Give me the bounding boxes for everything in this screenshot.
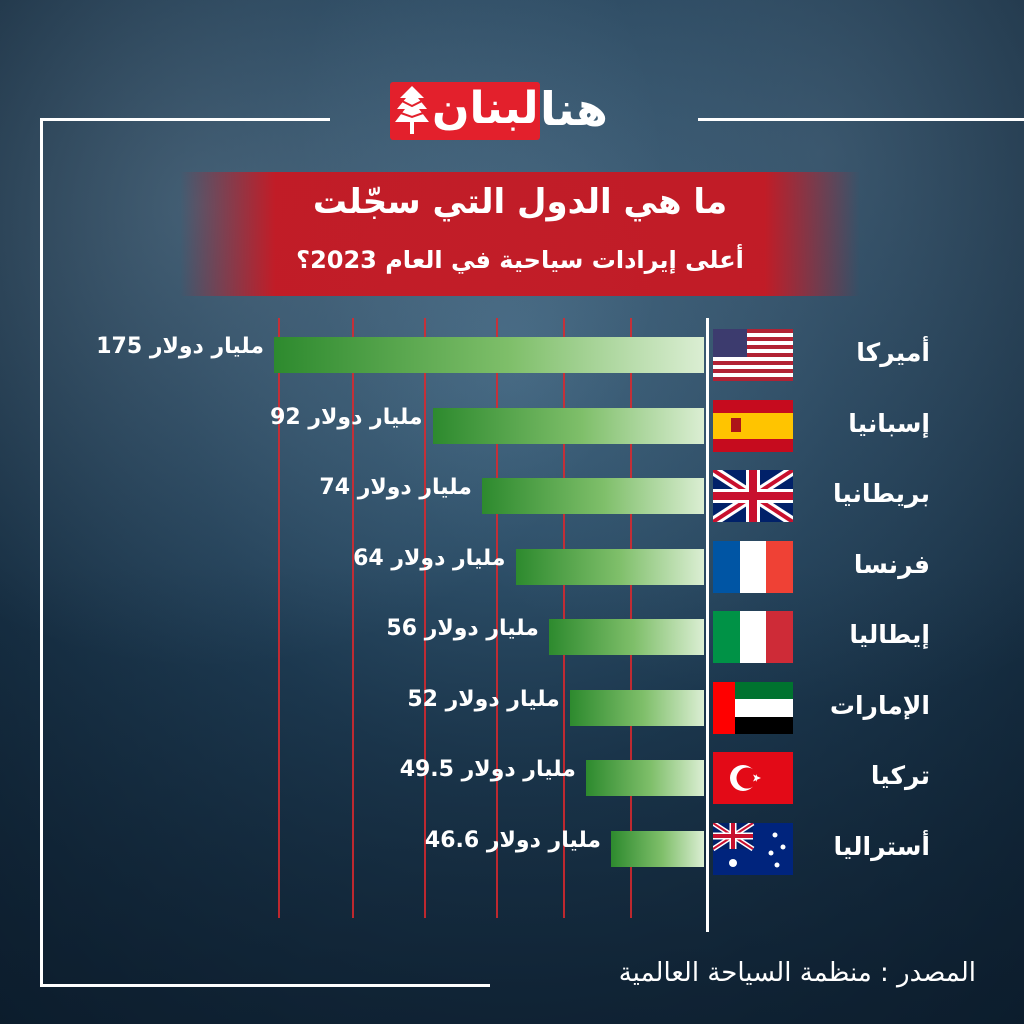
gridline	[352, 318, 354, 918]
gridline	[496, 318, 498, 918]
bar	[274, 337, 704, 373]
category-label: الإمارات	[829, 690, 930, 720]
cedar-icon	[395, 86, 429, 134]
gridline	[278, 318, 280, 918]
value-label: 64 مليار دولار	[353, 545, 506, 571]
category-label: أستراليا	[833, 831, 930, 861]
australia-flag-icon	[713, 822, 793, 875]
category-label: أميركا	[856, 338, 930, 367]
value-label: 49.5 مليار دولار	[399, 757, 576, 782]
value-label: 92 مليار دولار	[270, 404, 423, 430]
bar	[432, 407, 704, 444]
frame-left	[40, 118, 43, 986]
turkey-flag-icon	[713, 752, 793, 804]
value-label: 56 مليار دولار	[386, 616, 539, 641]
uae-flag-icon	[713, 681, 793, 734]
logo-text-lebanon: لبنان	[432, 83, 539, 134]
gridline	[424, 318, 426, 918]
category-label: إسبانيا	[848, 408, 930, 438]
chart-subtitle: أعلى إيرادات سياحية في العام 2023؟	[296, 246, 744, 274]
value-label: 46.6 مليار دولار	[424, 827, 602, 853]
value-label: 74 مليار دولار	[319, 475, 472, 500]
category-label: فرنسا	[853, 549, 930, 579]
gridline	[563, 318, 565, 918]
category-label: بريطانيا	[832, 479, 930, 508]
gridline	[630, 318, 632, 918]
chart-title: ما هي الدول التي سجّلت	[312, 182, 728, 222]
bar	[611, 830, 704, 867]
bar	[481, 478, 704, 514]
uk-flag-icon	[713, 470, 793, 522]
brand-logo: لبنان هنا	[390, 78, 640, 148]
category-label: تركيا	[870, 761, 930, 790]
source-note: المصدر : منظمة السياحة العالمية	[618, 958, 976, 988]
value-label: 175 مليار دولار	[96, 334, 264, 359]
value-label: 52 مليار دولار	[407, 686, 560, 712]
france-flag-icon	[713, 540, 793, 593]
italy-flag-icon	[713, 611, 793, 663]
y-axis-line	[706, 318, 709, 932]
frame-bottom	[40, 984, 490, 987]
title-band	[180, 172, 860, 296]
bar	[515, 548, 704, 585]
spain-flag-icon	[713, 399, 793, 452]
category-label: إيطاليا	[849, 620, 930, 649]
logo-text-here: هنا	[540, 82, 608, 136]
bar	[548, 619, 704, 655]
frame-top-left	[40, 118, 330, 121]
usa-flag-icon	[713, 329, 793, 381]
bar	[585, 760, 704, 796]
frame-top-right	[698, 118, 1024, 121]
bar	[569, 689, 704, 726]
